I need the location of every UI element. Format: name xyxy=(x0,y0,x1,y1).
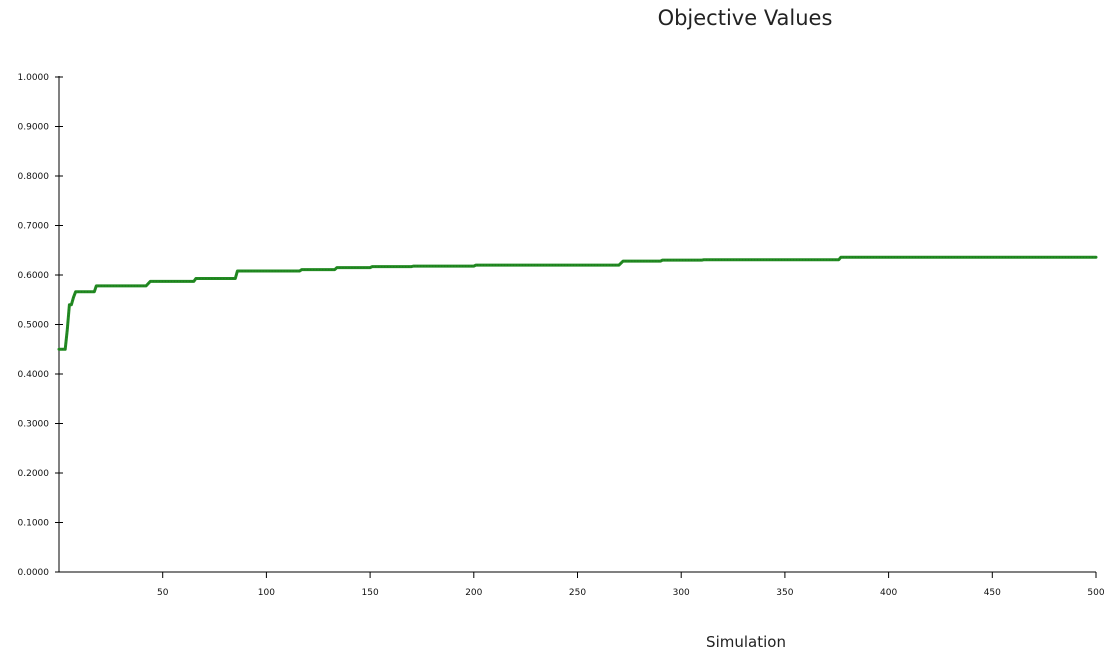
x-tick-label: 400 xyxy=(880,588,897,598)
y-tick-label: 1.0000 xyxy=(18,73,50,83)
y-tick-label: 0.2000 xyxy=(18,469,50,479)
x-tick-label: 100 xyxy=(258,588,275,598)
y-tick-label: 0.7000 xyxy=(18,222,50,232)
series-line-highlight xyxy=(59,256,1096,350)
x-tick-label: 50 xyxy=(157,588,169,598)
x-tick-label: 250 xyxy=(569,588,586,598)
x-tick-label: 350 xyxy=(776,588,793,598)
x-tick-label: 200 xyxy=(465,588,482,598)
y-tick-label: 0.9000 xyxy=(18,123,50,133)
series-line xyxy=(57,255,1098,351)
y-tick-label: 0.4000 xyxy=(18,370,50,380)
y-tick-label: 0.5000 xyxy=(18,321,50,331)
x-axis: 50 100 150 200 250 300 350 400 450 500 xyxy=(59,571,1105,598)
y-tick-label: 0.6000 xyxy=(18,271,50,281)
chart-title: Objective Values xyxy=(657,6,833,30)
x-tick-label: 450 xyxy=(984,588,1001,598)
x-tick-label: 500 xyxy=(1087,588,1104,598)
y-axis: 0.0000 0.1000 0.2000 0.3000 0.4000 0.5000 0.60… xyxy=(18,73,63,578)
y-tick-label: 0.8000 xyxy=(18,172,50,182)
x-tick-label: 300 xyxy=(673,588,690,598)
y-tick-label: 0.1000 xyxy=(18,519,50,529)
y-tick-label: 0.0000 xyxy=(18,568,50,578)
x-tick-label: 150 xyxy=(362,588,379,598)
series-layer xyxy=(57,255,1098,351)
x-axis-label: Simulation xyxy=(706,633,786,651)
y-tick-label: 0.3000 xyxy=(18,420,50,430)
